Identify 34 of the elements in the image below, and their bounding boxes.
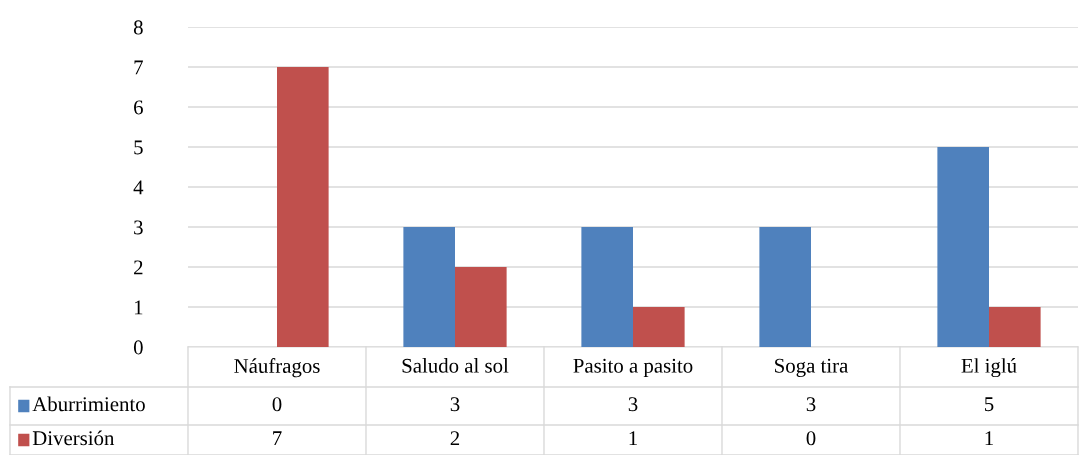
data-label: 7 <box>273 431 282 446</box>
data-label: 3 <box>628 397 638 412</box>
bar <box>403 227 455 347</box>
y-tick-label: 7 <box>134 60 143 75</box>
legend-label: Aburrimiento <box>32 396 145 412</box>
y-tick-label: 4 <box>133 180 144 195</box>
data-label: 0 <box>806 431 816 446</box>
x-tick-label: Pasito a pasito <box>573 358 693 377</box>
y-tick-label: 6 <box>134 100 143 115</box>
bar <box>989 307 1041 347</box>
x-tick-label: Soga tira <box>775 358 849 377</box>
legend-label: Diversión <box>32 430 115 446</box>
y-tick-label: 2 <box>134 260 143 275</box>
data-label: 1 <box>629 431 637 446</box>
x-tick-label: El iglú <box>961 358 1017 378</box>
y-tick-label: 3 <box>134 220 143 235</box>
y-tick-label: 0 <box>133 340 143 355</box>
data-label: 5 <box>985 397 994 412</box>
data-label: 0 <box>272 397 282 412</box>
y-tick-label: 1 <box>134 300 143 315</box>
data-label: 1 <box>985 431 993 446</box>
bar <box>937 147 989 347</box>
data-label: 3 <box>806 397 816 412</box>
bar <box>759 227 811 347</box>
data-label: 3 <box>450 397 460 412</box>
x-tick-label: Náufragos <box>234 358 320 378</box>
bar <box>581 227 633 347</box>
bar <box>455 267 507 347</box>
x-tick-label: Saludo al sol <box>402 358 509 373</box>
data-label: 2 <box>450 431 460 446</box>
y-tick-label: 5 <box>134 140 143 155</box>
bar <box>277 67 329 347</box>
bar <box>633 307 685 347</box>
y-tick-label: 8 <box>133 20 143 35</box>
